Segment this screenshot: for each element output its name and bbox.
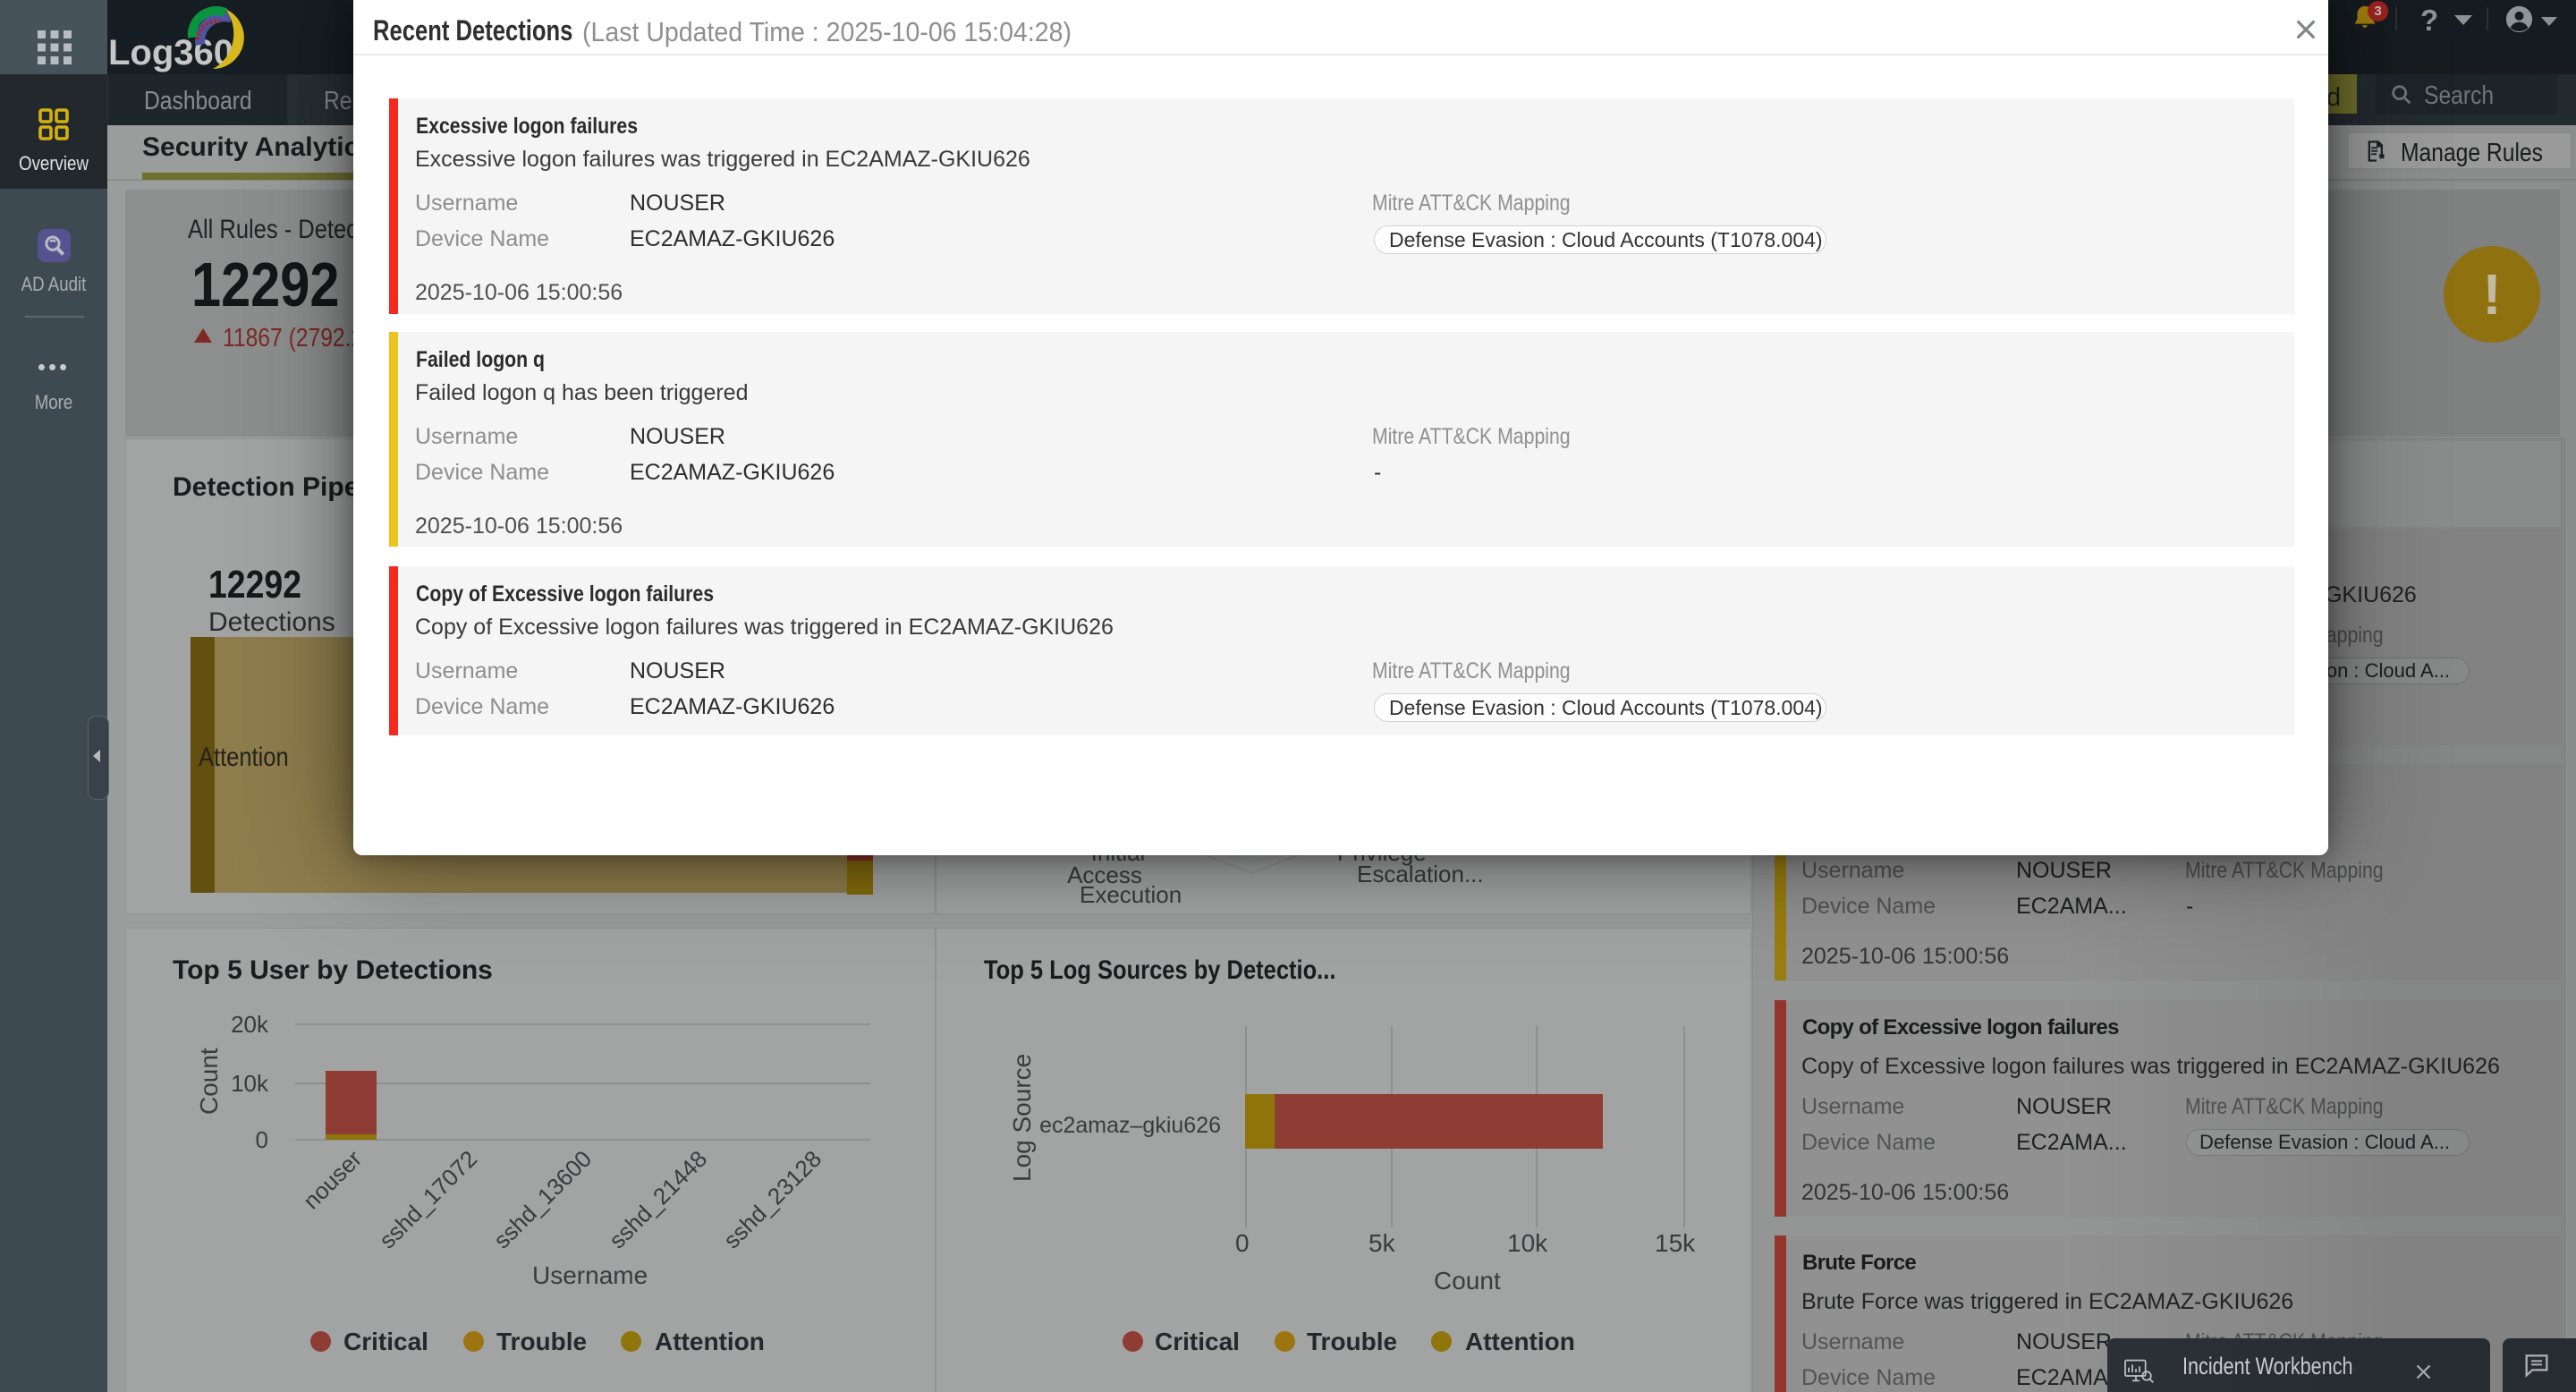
svg-text:Log360: Log360 xyxy=(108,33,233,72)
